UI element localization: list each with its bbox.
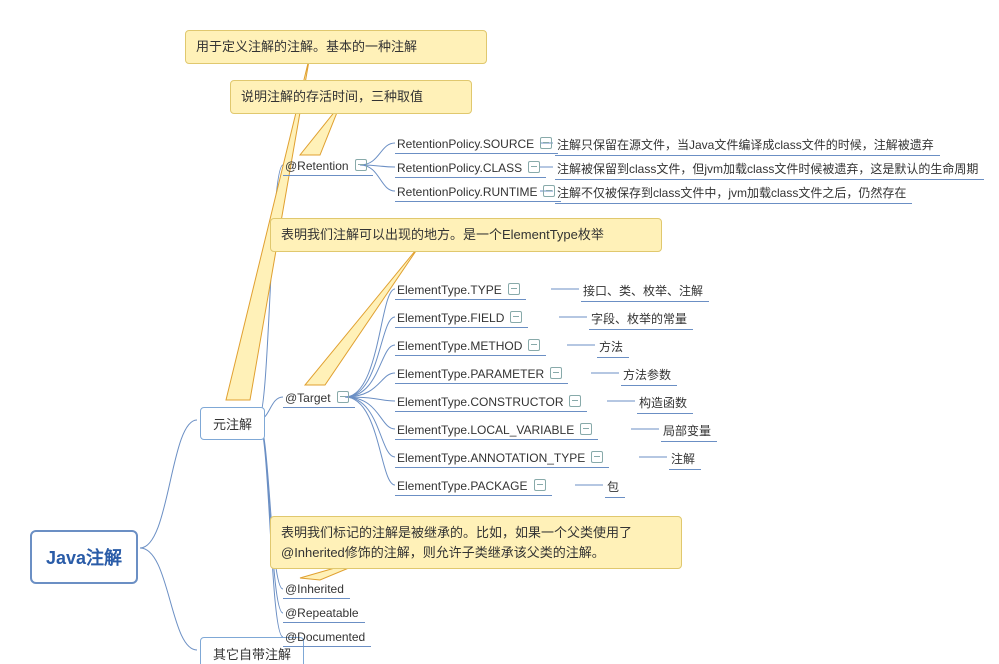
retention-desc: 注解只保留在源文件，当Java文件编译成class文件的时候，注解被遗弃	[555, 134, 940, 156]
retention-key[interactable]: RetentionPolicy.SOURCE	[395, 134, 558, 154]
target-desc: 字段、枚举的常量	[589, 308, 693, 330]
collapse-icon[interactable]	[543, 185, 555, 197]
collapse-icon[interactable]	[528, 339, 540, 351]
mindmap-stage: 用于定义注解的注解。基本的一种注解 说明注解的存活时间，三种取值 表明我们注解可…	[0, 0, 999, 664]
node-documented[interactable]: @Documented	[283, 628, 371, 647]
label: @Target	[285, 391, 331, 405]
node-retention[interactable]: @Retention	[283, 156, 373, 176]
collapse-icon[interactable]	[355, 159, 367, 171]
target-desc: 构造函数	[637, 392, 693, 414]
label: @Retention	[285, 159, 349, 173]
root-node[interactable]: Java注解	[30, 530, 138, 584]
target-key[interactable]: ElementType.FIELD	[395, 308, 528, 328]
retention-desc: 注解被保留到class文件，但jvm加载class文件时候被遗弃，这是默认的生命…	[555, 158, 984, 180]
node-meta-annotations[interactable]: 元注解	[200, 407, 265, 440]
node-inherited[interactable]: @Inherited	[283, 580, 350, 599]
target-desc: 方法	[597, 336, 629, 358]
callout-meta-def: 用于定义注解的注解。基本的一种注解	[185, 30, 487, 64]
collapse-icon[interactable]	[337, 391, 349, 403]
target-desc: 包	[605, 476, 625, 498]
node-repeatable[interactable]: @Repeatable	[283, 604, 365, 623]
collapse-icon[interactable]	[528, 161, 540, 173]
target-desc: 接口、类、枚举、注解	[581, 280, 709, 302]
target-key[interactable]: ElementType.TYPE	[395, 280, 526, 300]
collapse-icon[interactable]	[580, 423, 592, 435]
target-key[interactable]: ElementType.METHOD	[395, 336, 546, 356]
target-key[interactable]: ElementType.ANNOTATION_TYPE	[395, 448, 609, 468]
retention-key[interactable]: RetentionPolicy.RUNTIME	[395, 182, 561, 202]
collapse-icon[interactable]	[508, 283, 520, 295]
retention-key[interactable]: RetentionPolicy.CLASS	[395, 158, 546, 178]
callout-target: 表明我们注解可以出现的地方。是一个ElementType枚举	[270, 218, 662, 252]
callout-inherited: 表明我们标记的注解是被继承的。比如，如果一个父类使用了@Inherited修饰的…	[270, 516, 682, 569]
target-key[interactable]: ElementType.CONSTRUCTOR	[395, 392, 587, 412]
target-key[interactable]: ElementType.LOCAL_VARIABLE	[395, 420, 598, 440]
collapse-icon[interactable]	[550, 367, 562, 379]
target-desc: 方法参数	[621, 364, 677, 386]
target-desc: 局部变量	[661, 420, 717, 442]
collapse-icon[interactable]	[591, 451, 603, 463]
target-key[interactable]: ElementType.PACKAGE	[395, 476, 552, 496]
collapse-icon[interactable]	[534, 479, 546, 491]
collapse-icon[interactable]	[540, 137, 552, 149]
collapse-icon[interactable]	[569, 395, 581, 407]
target-key[interactable]: ElementType.PARAMETER	[395, 364, 568, 384]
callout-retention: 说明注解的存活时间，三种取值	[230, 80, 472, 114]
target-desc: 注解	[669, 448, 701, 470]
node-target[interactable]: @Target	[283, 388, 355, 408]
retention-desc: 注解不仅被保存到class文件中，jvm加载class文件之后，仍然存在	[555, 182, 912, 204]
collapse-icon[interactable]	[510, 311, 522, 323]
